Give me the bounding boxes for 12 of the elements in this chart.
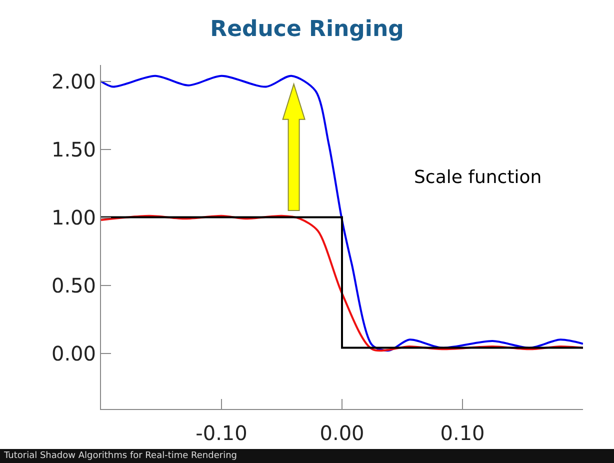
y-tick-label: 0.00 bbox=[51, 341, 96, 366]
y-tick-label: 2.00 bbox=[51, 69, 96, 94]
y-tick-label: 1.50 bbox=[51, 137, 96, 162]
chart-title: Reduce Ringing bbox=[210, 17, 404, 42]
y-tick-label: 1.00 bbox=[51, 205, 96, 230]
x-tick-label: -0.10 bbox=[196, 421, 248, 445]
text: Tutorial Shadow Algorithms for Real-time Rendering bbox=[0, 449, 614, 463]
x-tick-label: 0.10 bbox=[440, 421, 485, 445]
y-tick-label: 0.50 bbox=[51, 273, 96, 298]
x-tick-label: 0.00 bbox=[320, 421, 364, 445]
line-series bbox=[101, 74, 583, 352]
annotation: Scale function bbox=[414, 167, 542, 188]
